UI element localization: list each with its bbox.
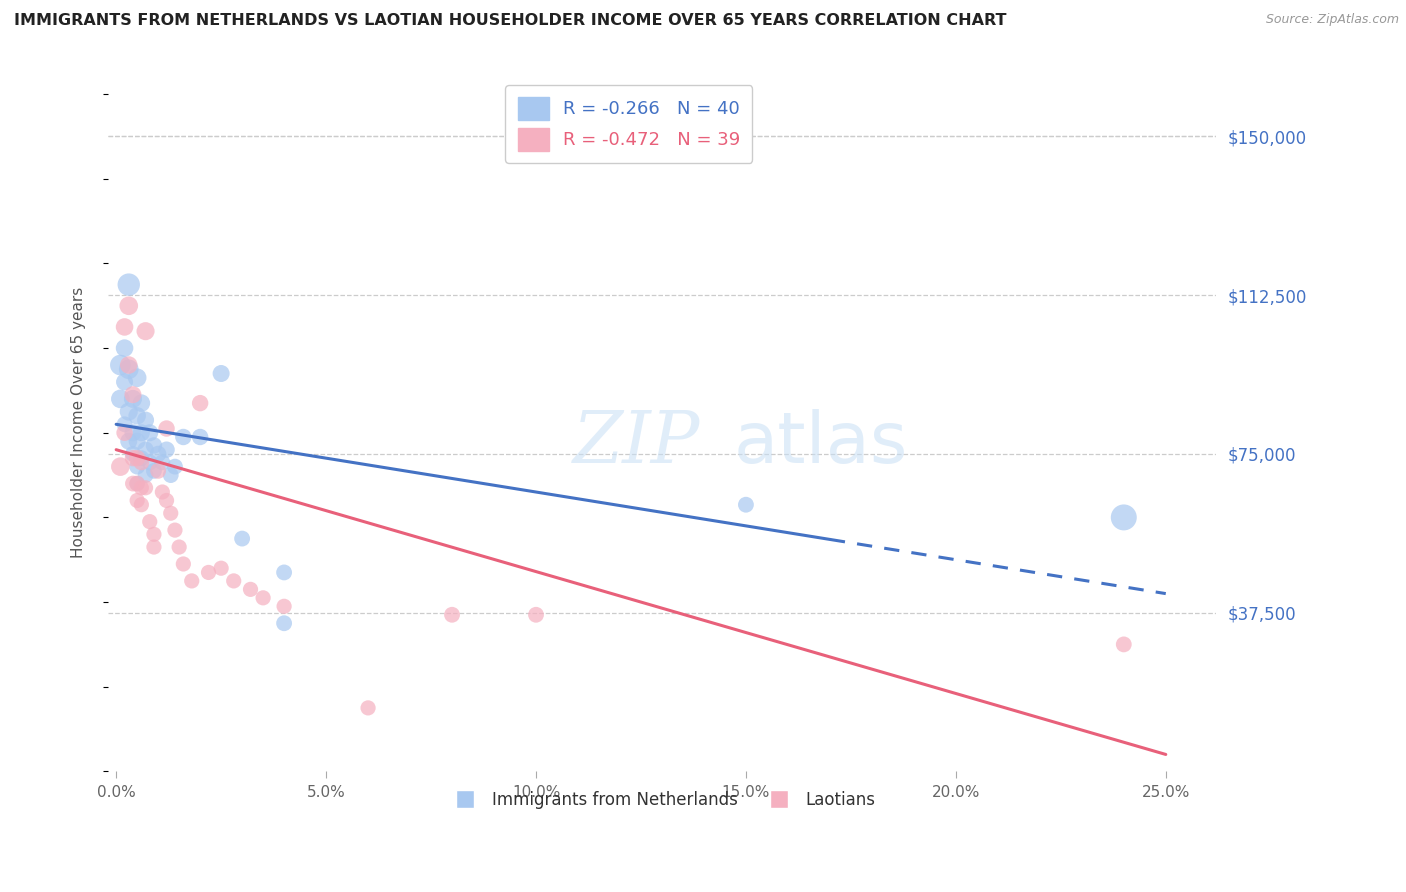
Point [131,396,153,410]
Point [188,430,211,444]
Point [118,404,141,418]
Point [122,392,145,406]
Point [118,434,141,449]
Point [188,396,211,410]
Point [122,451,145,466]
Point [135,413,157,427]
Point [110,459,132,474]
Point [441,607,464,622]
Point [110,358,132,372]
Point [114,425,136,440]
Point [131,481,153,495]
Point [135,442,157,457]
Point [114,417,136,432]
Point [172,557,194,571]
Point [127,459,149,474]
Point [122,476,145,491]
Point [118,362,141,376]
Point [135,324,157,338]
Point [118,277,141,292]
Point [146,447,169,461]
Point [197,566,219,580]
Point [159,506,181,520]
Point [150,485,173,500]
Point [209,561,232,575]
Point [159,468,181,483]
Point [127,493,149,508]
Point [114,320,136,334]
Point [135,481,157,495]
Point [127,476,149,491]
Point [127,451,149,466]
Point [167,540,190,554]
Point [135,468,157,483]
Point [231,532,253,546]
Point [142,464,165,478]
Point [114,341,136,355]
Point [222,574,245,588]
Point [131,425,153,440]
Point [142,540,165,554]
Text: Source: ZipAtlas.com: Source: ZipAtlas.com [1265,13,1399,27]
Point [239,582,262,597]
Point [735,498,758,512]
Point [142,527,165,541]
Point [150,455,173,469]
Point [146,464,169,478]
Text: ZIP: ZIP [574,408,700,478]
Point [163,459,186,474]
Point [122,447,145,461]
Legend: Immigrants from Netherlands, Laotians: Immigrants from Netherlands, Laotians [441,784,883,815]
Point [524,607,547,622]
Point [127,476,149,491]
Point [155,442,177,457]
Point [139,455,162,469]
Point [357,701,380,715]
Point [110,392,132,406]
Point [1112,510,1135,524]
Point [131,451,153,466]
Point [155,421,177,435]
Point [118,299,141,313]
Point [163,523,186,537]
Point [122,425,145,440]
Point [131,498,153,512]
Point [127,434,149,449]
Point [172,430,194,444]
Point [142,438,165,452]
Point [139,515,162,529]
Point [1112,637,1135,651]
Point [155,493,177,508]
Text: IMMIGRANTS FROM NETHERLANDS VS LAOTIAN HOUSEHOLDER INCOME OVER 65 YEARS CORRELAT: IMMIGRANTS FROM NETHERLANDS VS LAOTIAN H… [14,13,1007,29]
Text: atlas: atlas [734,409,908,477]
Point [118,358,141,372]
Point [131,455,153,469]
Point [122,387,145,401]
Point [252,591,274,605]
Point [273,566,295,580]
Point [180,574,202,588]
Y-axis label: Householder Income Over 65 years: Householder Income Over 65 years [72,286,86,558]
Point [209,367,232,381]
Point [127,409,149,423]
Point [114,375,136,389]
Point [139,425,162,440]
Point [273,599,295,614]
Point [273,616,295,631]
Point [127,370,149,384]
